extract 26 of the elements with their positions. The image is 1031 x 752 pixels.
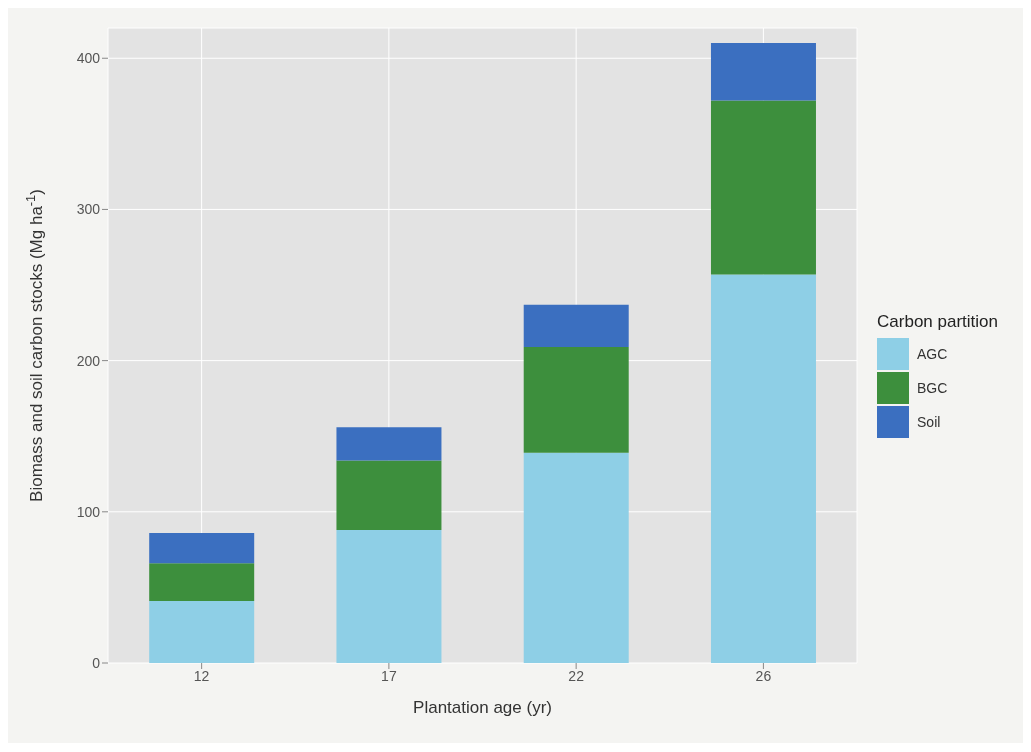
x-tick-label: 26 (755, 667, 772, 684)
bar (336, 427, 442, 461)
bar (710, 43, 816, 101)
bar (336, 529, 442, 663)
y-tick-label: 400 (76, 50, 101, 67)
legend-label: AGC (917, 345, 948, 362)
y-tick-label: 0 (92, 654, 101, 671)
bar (523, 347, 629, 453)
y-tick-label: 200 (76, 352, 101, 369)
x-tick-label: 12 (193, 667, 210, 684)
bar (523, 452, 629, 663)
bar (149, 532, 255, 564)
legend-label: Soil (917, 413, 941, 430)
bar (523, 304, 629, 348)
bar (710, 100, 816, 275)
legend-label: BGC (917, 379, 948, 396)
bar (149, 563, 255, 602)
legend-title: Carbon partition (877, 311, 998, 332)
y-tick-label: 300 (76, 201, 101, 218)
y-tick-label: 100 (76, 503, 101, 520)
x-tick-label: 22 (568, 667, 585, 684)
bar (710, 274, 816, 663)
x-tick-label: 17 (381, 667, 397, 684)
bar (149, 601, 255, 663)
x-axis-title: Plantation age (yr) (413, 698, 552, 717)
bar (336, 460, 442, 530)
